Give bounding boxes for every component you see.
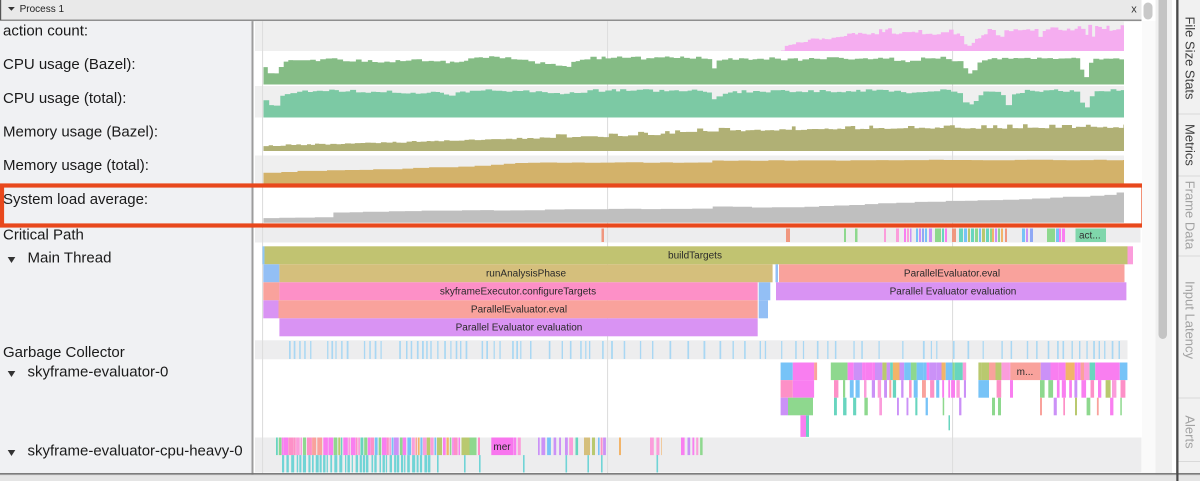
svg-text:skyframeExecutor.configureTarg: skyframeExecutor.configureTargets bbox=[440, 287, 596, 298]
svg-text:skyframe-evaluator-0: skyframe-evaluator-0 bbox=[28, 364, 169, 381]
svg-text:m...: m... bbox=[1017, 367, 1034, 378]
svg-text:ParallelEvaluator.eval: ParallelEvaluator.eval bbox=[904, 269, 1000, 280]
svg-text:ParallelEvaluator.eval: ParallelEvaluator.eval bbox=[471, 305, 567, 316]
svg-text:Garbage Collector: Garbage Collector bbox=[3, 344, 125, 361]
svg-text:skyframe-evaluator-cpu-heavy-0: skyframe-evaluator-cpu-heavy-0 bbox=[28, 443, 243, 460]
svg-text:Alerts: Alerts bbox=[1183, 415, 1198, 449]
svg-text:action count:: action count: bbox=[3, 23, 88, 40]
svg-text:Parallel Evaluator evaluation: Parallel Evaluator evaluation bbox=[456, 323, 583, 334]
svg-text:runAnalysisPhase: runAnalysisPhase bbox=[486, 269, 566, 280]
svg-text:mer: mer bbox=[493, 442, 511, 453]
svg-text:act...: act... bbox=[1079, 231, 1101, 242]
svg-text:buildTargets: buildTargets bbox=[668, 251, 722, 262]
svg-text:Parallel Evaluator evaluation: Parallel Evaluator evaluation bbox=[890, 287, 1017, 298]
svg-text:System load average:: System load average: bbox=[3, 191, 148, 208]
svg-text:CPU usage (total):: CPU usage (total): bbox=[3, 90, 126, 107]
svg-text:CPU usage (Bazel):: CPU usage (Bazel): bbox=[3, 56, 136, 73]
svg-text:Metrics: Metrics bbox=[1183, 124, 1198, 166]
svg-text:x: x bbox=[1131, 4, 1137, 16]
svg-text:File Size Stats: File Size Stats bbox=[1183, 16, 1198, 100]
svg-text:Frame Data: Frame Data bbox=[1183, 181, 1198, 250]
svg-text:Input Latency: Input Latency bbox=[1183, 281, 1198, 360]
svg-text:Memory usage (Bazel):: Memory usage (Bazel): bbox=[3, 123, 158, 140]
svg-text:Critical Path: Critical Path bbox=[3, 227, 84, 244]
svg-text:Memory usage (total):: Memory usage (total): bbox=[3, 157, 149, 174]
svg-text:Main Thread: Main Thread bbox=[28, 250, 112, 267]
svg-text:Process 1: Process 1 bbox=[20, 4, 65, 15]
